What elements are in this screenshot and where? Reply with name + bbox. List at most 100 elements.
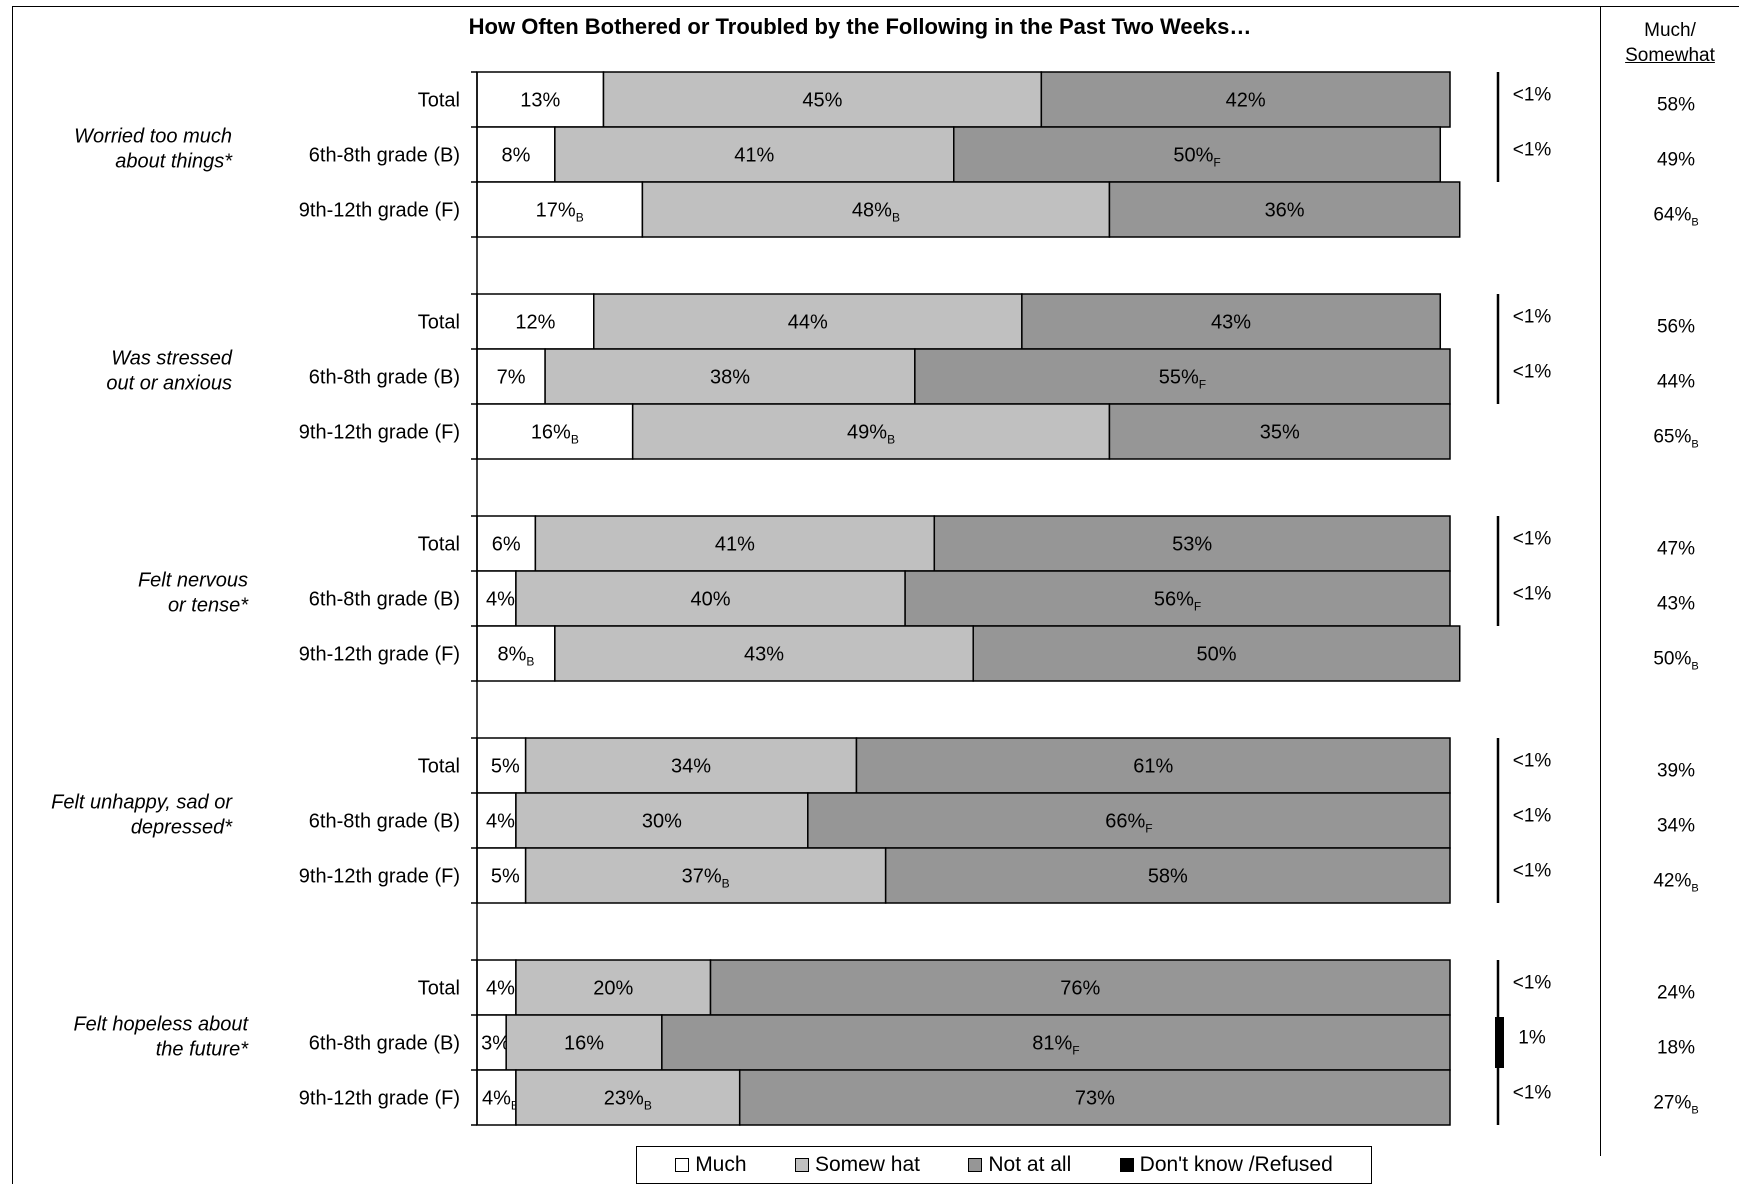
legend-swatch-somewhat bbox=[794, 1158, 809, 1172]
bar-segment-somewhat bbox=[524, 737, 858, 794]
category-label: Total bbox=[418, 756, 460, 778]
data-label-somewhat: 37%B bbox=[682, 866, 730, 891]
data-label-much: 7% bbox=[497, 367, 526, 389]
group-label-1-1: out or anxious bbox=[106, 373, 232, 395]
category-label: 6th-8th grade (B) bbox=[309, 1033, 460, 1055]
category-label: 6th-8th grade (B) bbox=[309, 811, 460, 833]
data-label-somewhat: 45% bbox=[802, 90, 842, 112]
legend-label-much: Much bbox=[695, 1153, 747, 1176]
much-somewhat-value: 64%B bbox=[1653, 205, 1698, 229]
dont-know-value: <1% bbox=[1513, 85, 1552, 106]
data-label-much: 4% bbox=[486, 589, 515, 611]
dont-know-value: <1% bbox=[1513, 584, 1552, 605]
data-label-somewhat: 20% bbox=[593, 978, 633, 1000]
bar-segment-much bbox=[476, 403, 634, 460]
data-label-somewhat: 44% bbox=[788, 312, 828, 334]
dont-know-value: 1% bbox=[1518, 1028, 1546, 1049]
bar-segment-not-at-all bbox=[953, 126, 1442, 183]
chart-frame bbox=[12, 6, 1739, 1184]
dont-know-value: <1% bbox=[1513, 1083, 1552, 1104]
category-label: 9th-12th grade (F) bbox=[299, 644, 460, 666]
data-label-not-at-all: 66%F bbox=[1105, 811, 1152, 836]
bar-segment-much bbox=[476, 792, 517, 849]
data-label-not-at-all: 36% bbox=[1265, 200, 1305, 222]
dont-know-value: <1% bbox=[1513, 861, 1552, 882]
bar-segment-somewhat bbox=[554, 625, 974, 682]
legend-label-somewhat: Somew hat bbox=[814, 1153, 920, 1176]
bar-segment-not-at-all bbox=[933, 515, 1451, 572]
legend-label-dont-know: Don't know /Refused bbox=[1139, 1153, 1333, 1176]
bar-segment-dont-know bbox=[1495, 1017, 1504, 1068]
much-somewhat-value: 39% bbox=[1657, 761, 1695, 782]
category-label: Total bbox=[418, 978, 460, 1000]
data-label-somewhat: 16% bbox=[564, 1033, 604, 1055]
legend-item-somewhat: Somew hat bbox=[794, 1153, 920, 1177]
bar-segment-not-at-all bbox=[855, 737, 1451, 794]
data-label-somewhat: 41% bbox=[734, 145, 774, 167]
bar-segment-not-at-all bbox=[972, 625, 1461, 682]
legend: Much Somew hat Not at all Don't know /Re… bbox=[636, 1146, 1372, 1184]
dont-know-value: <1% bbox=[1513, 140, 1552, 161]
bar-segment-somewhat bbox=[515, 792, 809, 849]
much-somewhat-value: 58% bbox=[1657, 95, 1695, 116]
category-label: Total bbox=[418, 90, 460, 112]
group-label-3-1: depressed* bbox=[131, 817, 233, 839]
bar-segment-somewhat bbox=[505, 1014, 663, 1071]
much-somewhat-value: 47% bbox=[1657, 539, 1695, 560]
bar-segment-somewhat bbox=[631, 403, 1111, 460]
much-somewhat-header-line1: Much/ bbox=[1644, 20, 1696, 41]
much-somewhat-value: 65%B bbox=[1653, 427, 1698, 451]
group-label-3-0: Felt unhappy, sad or bbox=[51, 792, 233, 814]
data-label-not-at-all: 35% bbox=[1260, 422, 1300, 444]
group-label-1-0: Was stressed bbox=[111, 348, 233, 370]
data-label-much: 12% bbox=[515, 312, 555, 334]
data-label-not-at-all: 81%F bbox=[1032, 1033, 1079, 1058]
data-label-somewhat: 34% bbox=[671, 756, 711, 778]
much-somewhat-value: 56% bbox=[1657, 317, 1695, 338]
data-label-much: 3% bbox=[481, 1033, 510, 1055]
group-label-0-0: Worried too much bbox=[74, 126, 232, 148]
legend-item-not-at-all: Not at all bbox=[968, 1153, 1071, 1177]
category-label: 9th-12th grade (F) bbox=[299, 866, 460, 888]
data-label-much: 16%B bbox=[531, 422, 579, 447]
bar-segment-somewhat bbox=[515, 959, 712, 1016]
data-label-much: 8% bbox=[501, 145, 530, 167]
bar-segment-not-at-all bbox=[904, 570, 1451, 627]
category-label: Total bbox=[418, 534, 460, 556]
data-label-not-at-all: 58% bbox=[1148, 866, 1188, 888]
data-label-not-at-all: 50% bbox=[1196, 644, 1236, 666]
much-somewhat-value: 42%B bbox=[1653, 871, 1698, 895]
bar-segment-much bbox=[476, 570, 517, 627]
data-label-not-at-all: 43% bbox=[1211, 312, 1251, 334]
legend-swatch-not-at-all bbox=[968, 1158, 983, 1172]
bar-segment-somewhat bbox=[554, 126, 955, 183]
legend-label-not-at-all: Not at all bbox=[988, 1153, 1072, 1176]
bar-segment-somewhat bbox=[515, 1069, 741, 1126]
legend-item-much: Much bbox=[675, 1153, 747, 1177]
bar-segment-not-at-all bbox=[1040, 71, 1451, 128]
much-somewhat-value: 34% bbox=[1657, 816, 1695, 837]
category-label: 9th-12th grade (F) bbox=[299, 1088, 460, 1110]
much-somewhat-header-line2: Somewhat bbox=[1625, 45, 1715, 66]
data-label-much: 4% bbox=[486, 978, 515, 1000]
bar-segment-not-at-all bbox=[661, 1014, 1451, 1071]
category-label: 9th-12th grade (F) bbox=[299, 422, 460, 444]
dont-know-value: <1% bbox=[1513, 973, 1552, 994]
legend-item-dont-know: Don't know /Refused bbox=[1119, 1153, 1333, 1177]
data-label-not-at-all: 61% bbox=[1133, 756, 1173, 778]
dont-know-value: <1% bbox=[1513, 307, 1552, 328]
group-label-4-1: the future* bbox=[156, 1039, 250, 1061]
data-label-much: 4% bbox=[486, 811, 515, 833]
much-somewhat-value: 44% bbox=[1657, 372, 1695, 393]
bar-segment-not-at-all bbox=[1108, 403, 1451, 460]
much-somewhat-value: 49% bbox=[1657, 150, 1695, 171]
chart-title: How Often Bothered or Troubled by the Fo… bbox=[468, 14, 1252, 39]
legend-swatch-dont-know bbox=[1119, 1158, 1134, 1172]
data-label-much: 5% bbox=[491, 866, 520, 888]
dont-know-value: <1% bbox=[1513, 529, 1552, 550]
column-divider bbox=[1600, 6, 1601, 1156]
data-label-somewhat: 38% bbox=[710, 367, 750, 389]
much-somewhat-value: 43% bbox=[1657, 594, 1695, 615]
group-label-2-1: or tense* bbox=[168, 595, 249, 617]
